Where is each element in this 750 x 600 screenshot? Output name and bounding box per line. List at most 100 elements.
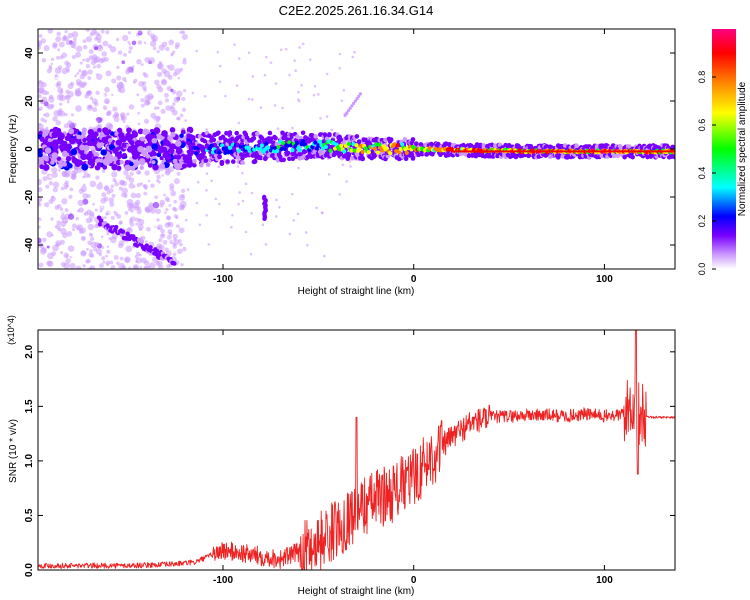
- heatmap-cell: [118, 134, 125, 141]
- heatmap-cell: [337, 147, 342, 152]
- heatmap-cell: [68, 194, 73, 199]
- heatmap-cell: [41, 89, 48, 96]
- heatmap-cell: [157, 63, 164, 70]
- heatmap-cell: [349, 165, 352, 168]
- heatmap-cell: [264, 141, 269, 146]
- heatmap-cell: [231, 213, 234, 217]
- heatmap-cell: [38, 34, 43, 38]
- heatmap-cell: [269, 61, 273, 64]
- heatmap-cell: [54, 225, 58, 228]
- heatmap-cell: [112, 147, 119, 154]
- heatmap-cell: [126, 202, 134, 209]
- heatmap-cell: [64, 36, 70, 42]
- heatmap-cell: [65, 220, 68, 224]
- heatmap-cell: [43, 45, 50, 52]
- heatmap-cell: [134, 140, 142, 147]
- heatmap-cell: [288, 232, 292, 236]
- heatmap-cell: [106, 232, 110, 236]
- heatmap-cell: [209, 143, 214, 148]
- heatmap-cell: [300, 83, 303, 87]
- heatmap-cell: [238, 191, 241, 194]
- heatmap-cell: [197, 133, 203, 139]
- y-tick-label: 0.5: [24, 508, 35, 522]
- heatmap-cell: [174, 163, 182, 171]
- heatmap-cell: [143, 118, 150, 124]
- heatmap-cell: [351, 55, 355, 59]
- heatmap-cell: [176, 171, 181, 176]
- heatmap-cell: [136, 208, 142, 215]
- y-tick-label: -20: [24, 189, 35, 204]
- heatmap-cell: [121, 115, 127, 121]
- heatmap-cell: [44, 202, 50, 208]
- heatmap-cell: [205, 188, 208, 192]
- heatmap-y-ticks: -40 -20 0 20 40: [24, 47, 675, 252]
- heatmap-cell: [87, 223, 95, 231]
- heatmap-cell: [87, 69, 93, 75]
- heatmap-cell: [250, 191, 254, 195]
- heatmap-cell: [140, 98, 145, 103]
- heatmap-cell: [82, 198, 89, 205]
- heatmap-cell: [102, 164, 108, 170]
- heatmap-cell: [216, 130, 221, 136]
- heatmap-cell: [205, 213, 209, 217]
- heatmap-cell: [128, 182, 135, 189]
- snr-x-ticks: -100 0 100: [213, 330, 613, 586]
- heatmap-cell: [95, 33, 102, 41]
- heatmap-cell: [89, 211, 95, 217]
- heatmap-cell: [94, 46, 99, 51]
- heatmap-cell: [59, 102, 63, 106]
- heatmap-cell: [147, 179, 151, 183]
- heatmap-cell: [75, 225, 81, 231]
- heatmap-cell: [80, 153, 87, 161]
- heatmap-cell: [241, 199, 245, 203]
- heatmap-cell: [342, 89, 346, 92]
- heatmap-cell: [109, 260, 114, 265]
- heatmap-cell: [101, 246, 105, 249]
- heatmap-cell: [46, 231, 53, 238]
- heatmap-cell: [162, 240, 168, 245]
- heatmap-cell: [198, 162, 204, 168]
- heatmap-cell: [377, 142, 382, 147]
- heatmap-cell: [170, 190, 177, 197]
- heatmap-cell: [463, 152, 468, 157]
- heatmap-cell: [267, 130, 273, 136]
- heatmap-cell: [45, 184, 50, 189]
- heatmap-cell: [144, 243, 149, 248]
- heatmap-cell: [400, 142, 405, 147]
- heatmap-cell: [186, 149, 191, 154]
- heatmap-cell: [129, 222, 135, 227]
- heatmap-cell: [86, 247, 89, 251]
- heatmap-cell: [101, 192, 107, 198]
- heatmap-cell: [94, 241, 100, 248]
- heatmap-cell: [102, 40, 109, 47]
- heatmap-cell: [149, 128, 154, 133]
- heatmap-cell: [66, 69, 70, 73]
- heatmap-cell: [217, 150, 222, 155]
- heatmap-cell: [303, 149, 308, 154]
- heatmap-cell: [60, 251, 64, 255]
- heatmap-cell: [133, 185, 136, 188]
- heatmap-cell: [224, 130, 229, 136]
- heatmap-cell: [202, 138, 207, 144]
- heatmap-cell: [58, 108, 63, 113]
- heatmap-cell: [275, 157, 281, 163]
- heatmap-cell: [60, 186, 65, 191]
- heatmap-y-axis-label: Frequency (Hz): [8, 115, 19, 184]
- heatmap-cell: [166, 234, 172, 240]
- heatmap-cell: [252, 147, 257, 152]
- heatmap-cell: [44, 157, 49, 162]
- heatmap-cell: [100, 197, 107, 204]
- colorbar-gradient: [712, 29, 736, 269]
- heatmap-cell: [325, 72, 329, 76]
- heatmap-cell: [65, 155, 72, 162]
- heatmap-cell: [55, 36, 62, 43]
- heatmap-cell: [181, 107, 187, 112]
- y-tick-label: 2.0: [24, 344, 35, 358]
- heatmap-cell: [105, 260, 111, 266]
- heatmap-cell: [181, 33, 188, 40]
- heatmap-cell: [75, 51, 82, 58]
- heatmap-cell: [146, 93, 154, 101]
- heatmap-cell: [182, 59, 187, 65]
- heatmap-cell: [137, 111, 141, 115]
- heatmap-cell: [489, 142, 495, 148]
